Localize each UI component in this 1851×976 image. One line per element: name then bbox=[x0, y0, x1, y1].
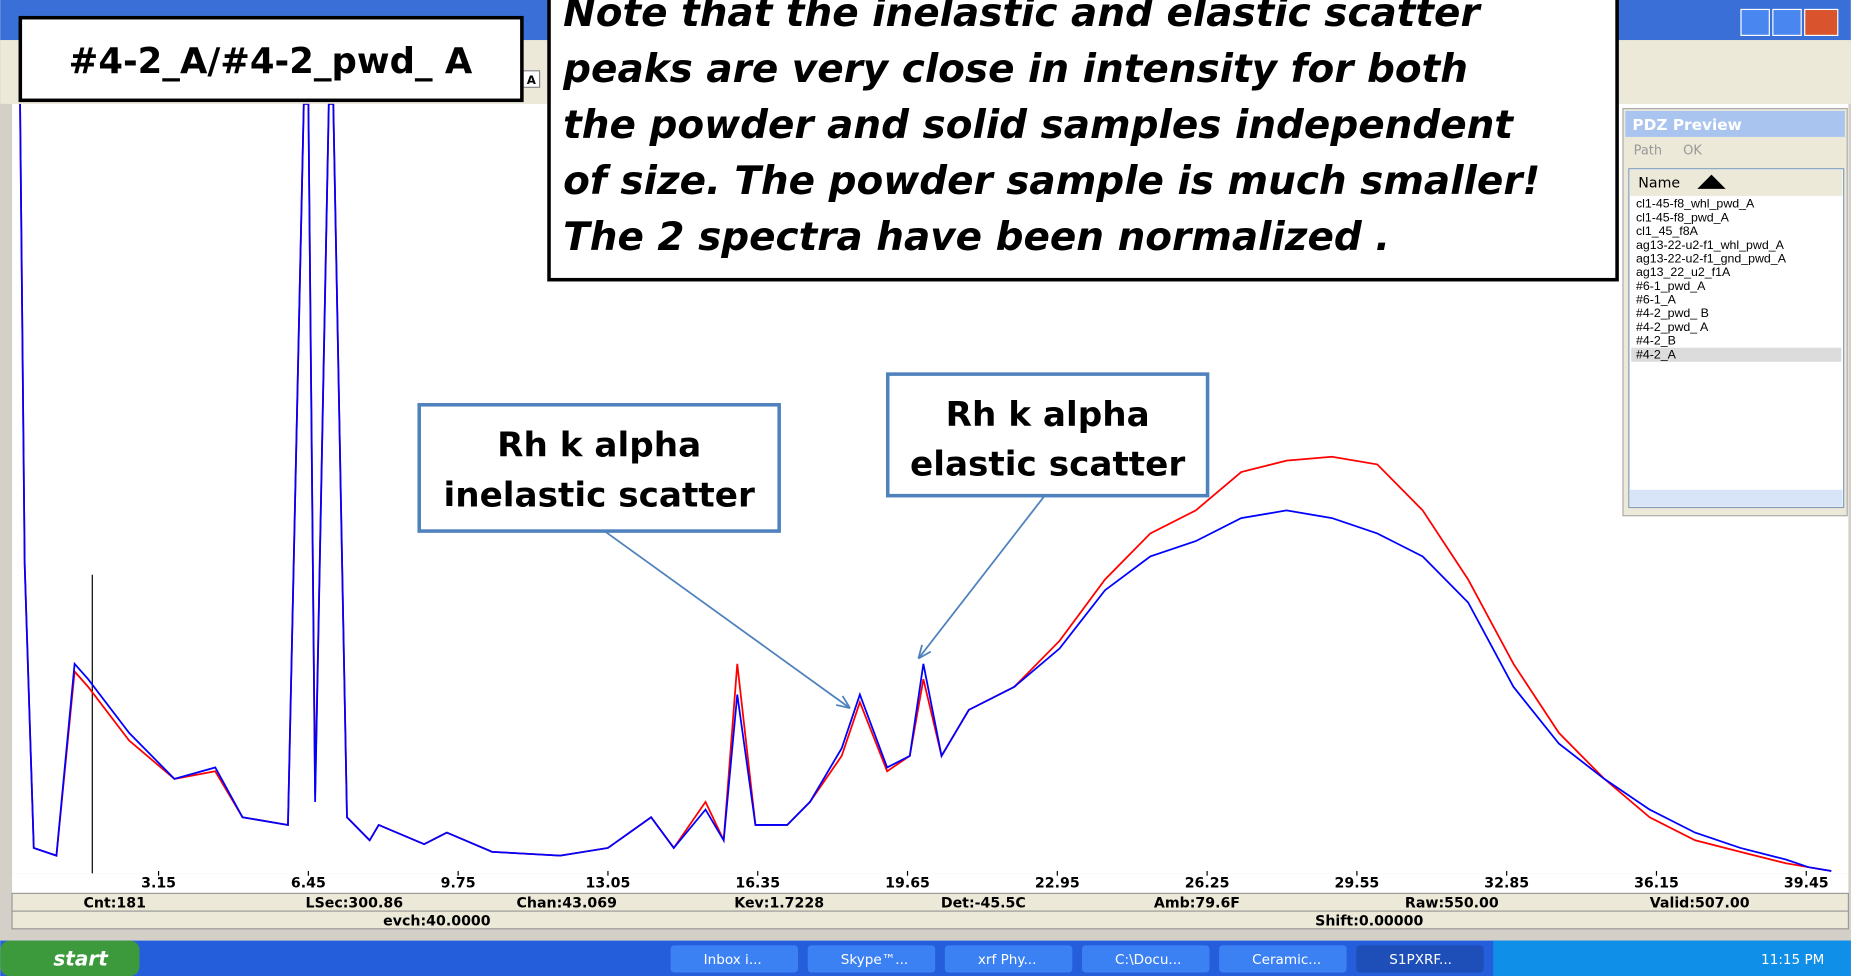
file-selected bbox=[1631, 347, 1842, 362]
toolbar-letter: A bbox=[527, 73, 537, 87]
x-tick-label: 13.05 bbox=[586, 875, 631, 891]
file-item[interactable]: ag13-22-u2-f1_gnd_pwd_A bbox=[1636, 251, 1787, 265]
panel-title: PDZ Preview bbox=[1632, 116, 1741, 134]
file-item[interactable]: #4-2_A bbox=[1636, 347, 1677, 361]
tray bbox=[1493, 940, 1851, 976]
status-field: Shift:0.00000 bbox=[1315, 913, 1423, 929]
status-field: Cnt:181 bbox=[83, 896, 145, 912]
x-tick-label: 9.75 bbox=[441, 875, 476, 891]
note-line: The 2 spectra have been normalized . bbox=[563, 215, 1390, 260]
callout-line: elastic scatter bbox=[910, 445, 1185, 485]
file-item[interactable]: #4-2_B bbox=[1636, 334, 1676, 348]
start-label: start bbox=[53, 946, 109, 970]
file-item[interactable]: ag13_22_u2_f1A bbox=[1636, 265, 1731, 279]
x-tick-label: 32.85 bbox=[1484, 875, 1529, 891]
note-line: peaks are very close in intensity for bo… bbox=[562, 47, 1468, 92]
note-line: the powder and solid samples independent bbox=[563, 103, 1514, 148]
status-field: Amb:79.6F bbox=[1154, 896, 1240, 912]
arrow bbox=[917, 495, 1046, 660]
file-item[interactable]: cl1_45_f8A bbox=[1636, 224, 1699, 238]
note-box bbox=[547, 0, 1619, 282]
file-item[interactable]: cl1-45-f8_pwd_A bbox=[1636, 210, 1730, 224]
task-label: Skype™... bbox=[841, 952, 908, 968]
list-header bbox=[1630, 169, 1843, 196]
status-field: evch:40.0000 bbox=[383, 913, 491, 929]
callout-box bbox=[885, 372, 1210, 498]
panel-menu: OK bbox=[1683, 144, 1702, 159]
note-line: Note that the inelastic and elastic scat… bbox=[563, 0, 1482, 36]
task-label: xrf Phy... bbox=[978, 952, 1037, 968]
status-field: Det:-45.5C bbox=[941, 896, 1026, 912]
x-tick-label: 26.25 bbox=[1185, 875, 1230, 891]
note-line: of size. The powder sample is much small… bbox=[563, 159, 1540, 204]
x-tick-label: 19.65 bbox=[885, 875, 930, 891]
file-item[interactable]: #6-1_A bbox=[1636, 293, 1677, 307]
minimize[interactable] bbox=[1740, 8, 1770, 36]
x-tick-label: 36.15 bbox=[1634, 875, 1679, 891]
task-button[interactable] bbox=[670, 945, 799, 973]
spectrum bbox=[19, 103, 1832, 872]
status-row bbox=[11, 892, 1849, 912]
callout-line: Rh k alpha bbox=[497, 426, 701, 466]
x-tick-label: 6.45 bbox=[291, 875, 326, 891]
task-label: S1PXRF... bbox=[1389, 952, 1452, 968]
h-scrollbar bbox=[1630, 489, 1843, 507]
status-field: Raw:550.00 bbox=[1405, 896, 1499, 912]
file-item[interactable]: cl1-45-f8_whl_pwd_A bbox=[1636, 197, 1755, 211]
task-label: C:\Docu... bbox=[1115, 952, 1181, 968]
panel-menu: Path bbox=[1634, 144, 1663, 159]
start-button[interactable] bbox=[0, 940, 140, 976]
label-box bbox=[18, 15, 524, 103]
file-item[interactable]: #4-2_pwd_ A bbox=[1636, 320, 1709, 334]
axis-row bbox=[12, 873, 1849, 894]
x-tick-label: 3.15 bbox=[141, 875, 176, 891]
label: #4-2_A/#4-2_pwd_ A bbox=[69, 41, 473, 82]
task-button[interactable] bbox=[944, 945, 1073, 973]
callout-line: Rh k alpha bbox=[946, 395, 1150, 435]
clock: 11:15 PM bbox=[1761, 952, 1824, 968]
x-tick-label: 39.45 bbox=[1784, 875, 1829, 891]
close[interactable] bbox=[1804, 8, 1839, 36]
arrow bbox=[603, 530, 851, 709]
callout-line: inelastic scatter bbox=[444, 475, 755, 515]
file-list bbox=[1628, 168, 1845, 509]
maximize[interactable] bbox=[1772, 8, 1802, 36]
status-field: Chan:43.069 bbox=[517, 896, 617, 912]
x-tick-label: 16.35 bbox=[735, 875, 780, 891]
callout-box bbox=[417, 403, 781, 533]
file-item[interactable]: #6-1_pwd_A bbox=[1636, 279, 1706, 293]
task-button[interactable] bbox=[1081, 945, 1210, 973]
x-tick-label: 22.95 bbox=[1035, 875, 1080, 891]
arrow-head bbox=[835, 695, 851, 709]
task-button[interactable] bbox=[1356, 945, 1484, 973]
x-tick-label: 29.55 bbox=[1335, 875, 1380, 891]
status-field: Kev:1.7228 bbox=[734, 896, 824, 912]
status-row bbox=[11, 910, 1849, 930]
status-field: LSec:300.86 bbox=[306, 896, 404, 912]
file-item[interactable]: #4-2_pwd_ B bbox=[1636, 306, 1709, 320]
sort-arrow bbox=[1697, 174, 1726, 189]
task-label: Ceramic... bbox=[1252, 952, 1321, 968]
task-label: Inbox i... bbox=[704, 952, 762, 968]
status-field: Valid:507.00 bbox=[1650, 896, 1750, 912]
panel-title-bar bbox=[1625, 110, 1845, 137]
task-button[interactable] bbox=[807, 945, 936, 973]
task-button[interactable] bbox=[1219, 945, 1347, 973]
list-header-label: Name bbox=[1638, 176, 1680, 192]
file-item[interactable]: ag13-22-u2-f1_whl_pwd_A bbox=[1636, 238, 1785, 252]
arrow-head bbox=[917, 644, 932, 660]
